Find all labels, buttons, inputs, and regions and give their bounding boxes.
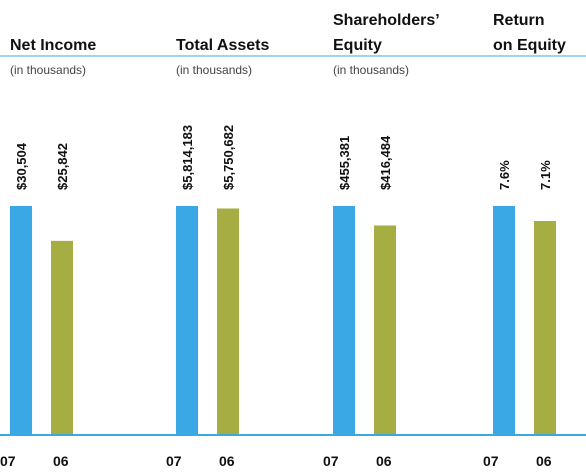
- value-label: $5,750,682: [221, 125, 236, 190]
- category-label: 06: [219, 453, 235, 469]
- panel-title: Total Assets: [176, 37, 269, 54]
- value-label: $25,842: [55, 143, 70, 190]
- category-label: 06: [536, 453, 552, 469]
- bar: [534, 221, 556, 434]
- panel-title: Equity: [333, 37, 382, 54]
- category-label: 07: [483, 453, 499, 469]
- bar: [10, 206, 32, 434]
- value-label: $416,484: [378, 135, 393, 190]
- panel-title: Return: [493, 12, 545, 29]
- category-label: 07: [0, 453, 16, 469]
- panel-title: Net Income: [10, 37, 96, 54]
- value-label: $455,381: [337, 136, 352, 190]
- bar: [51, 240, 73, 434]
- bar: [333, 206, 355, 434]
- category-label: 06: [376, 453, 392, 469]
- bar: [374, 225, 396, 434]
- panel-subtitle: (in thousands): [176, 63, 252, 77]
- category-label: 07: [166, 453, 182, 469]
- panel-title: Shareholders’: [333, 12, 440, 29]
- value-label: $30,504: [14, 142, 29, 190]
- bar: [217, 208, 239, 434]
- value-label: 7.1%: [538, 160, 553, 190]
- value-label: $5,814,183: [180, 125, 195, 190]
- panel-title: on Equity: [493, 37, 566, 54]
- bar: [176, 206, 198, 434]
- category-label: 06: [53, 453, 69, 469]
- panel-subtitle: (in thousands): [10, 63, 86, 77]
- value-label: 7.6%: [497, 160, 512, 190]
- category-label: 07: [323, 453, 339, 469]
- bar: [493, 206, 515, 434]
- panel-subtitle: (in thousands): [333, 63, 409, 77]
